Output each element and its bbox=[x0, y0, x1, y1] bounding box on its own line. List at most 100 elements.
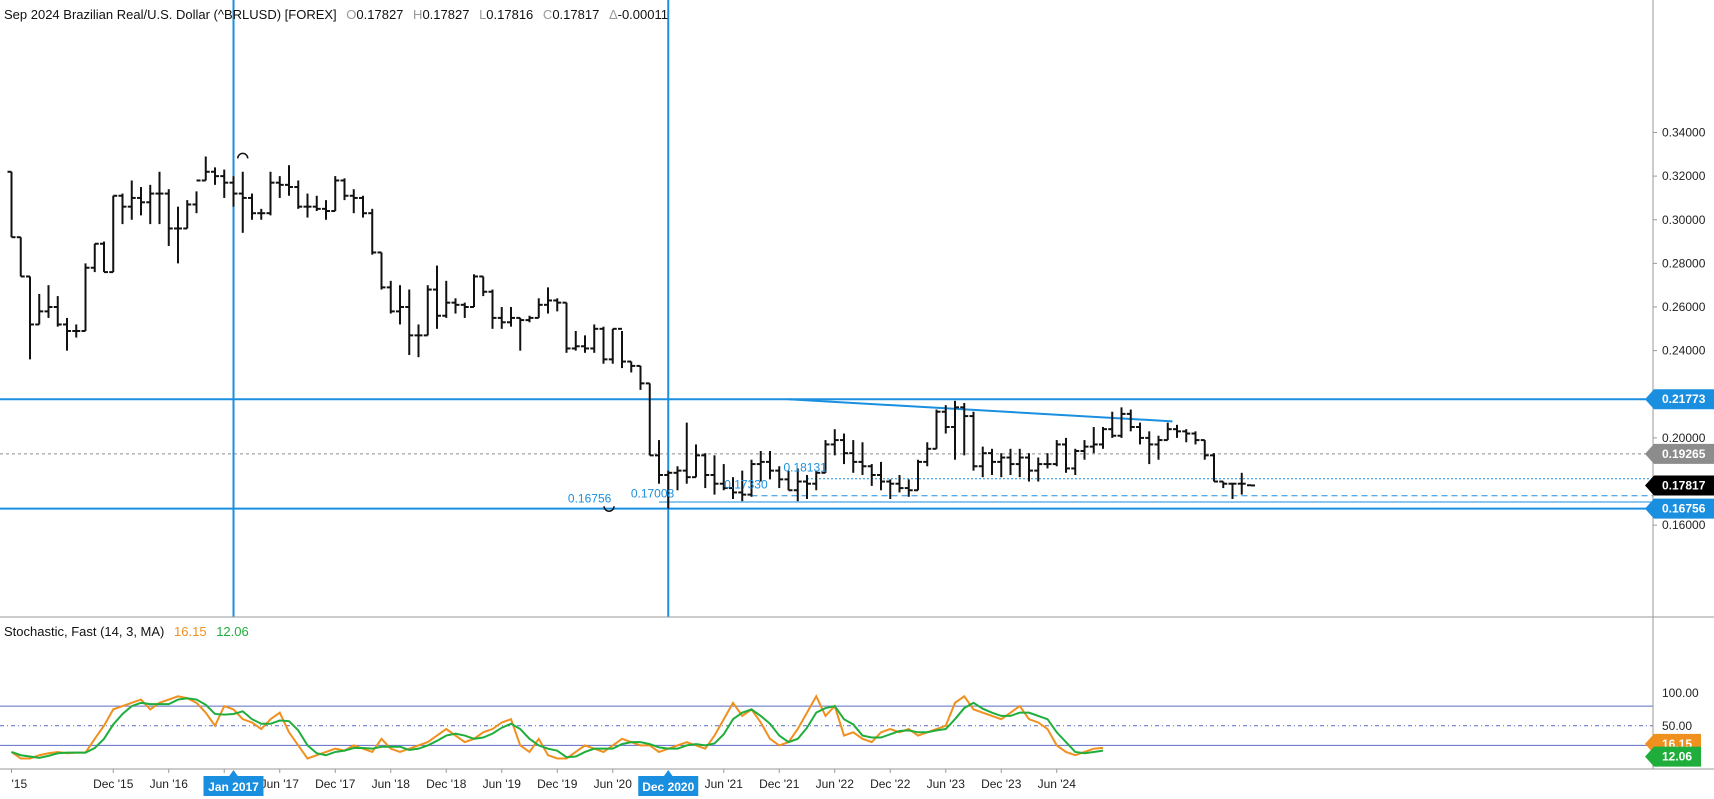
time-tick-label: Dec '22 bbox=[870, 777, 911, 791]
ohlc-bar bbox=[1025, 453, 1033, 482]
time-tick-label: Dec '15 bbox=[93, 777, 134, 791]
ohlc-bar bbox=[229, 176, 238, 207]
swing-point-mark bbox=[237, 152, 249, 159]
ohlc-bar bbox=[7, 170, 16, 239]
ohlc-bar bbox=[1173, 424, 1181, 438]
ohlc-bar bbox=[599, 326, 608, 364]
price-tag-box bbox=[1645, 443, 1714, 464]
ohlc-bar bbox=[312, 195, 321, 212]
price-tag-label: 0.17817 bbox=[1662, 479, 1706, 493]
ohlc-bar bbox=[16, 236, 25, 278]
change-value: -0.00011 bbox=[618, 7, 668, 22]
ohlc-bar bbox=[664, 470, 673, 509]
ohlc-bar bbox=[941, 405, 950, 434]
stochastic-d-value: 12.06 bbox=[216, 624, 249, 639]
price-tag: 0.16756 bbox=[1645, 498, 1714, 519]
ohlc-bar bbox=[266, 171, 275, 216]
stochastic-layer bbox=[0, 694, 1653, 760]
stochastic-k-value: 16.15 bbox=[174, 624, 207, 639]
ohlc-bar bbox=[895, 474, 904, 493]
ohlc-bar bbox=[72, 324, 81, 338]
high-value: 0.17827 bbox=[422, 7, 469, 22]
level-annotation-label: 0.17330 bbox=[724, 478, 768, 492]
ohlc-bar bbox=[285, 165, 293, 196]
time-tick-label: Dec '19 bbox=[537, 777, 578, 791]
ohlc-bar bbox=[923, 442, 932, 467]
close-label: C bbox=[543, 7, 552, 22]
price-tag-label: 0.21773 bbox=[1662, 392, 1706, 406]
time-tick-label: Jun '21 bbox=[705, 777, 744, 791]
ohlc-bar bbox=[127, 180, 136, 220]
ohlc-bar bbox=[44, 285, 53, 318]
ohlc-bar bbox=[886, 479, 895, 499]
ohlc-bar bbox=[645, 382, 654, 457]
ohlc-bar bbox=[174, 206, 182, 264]
ohlc-bar bbox=[211, 167, 219, 185]
ohlc-bar bbox=[608, 327, 617, 364]
ohlc-bar bbox=[534, 298, 543, 319]
low-label: L bbox=[479, 7, 486, 22]
close-value: 0.17817 bbox=[552, 7, 599, 22]
price-tag-label: 0.19265 bbox=[1662, 447, 1706, 461]
price-tag-box bbox=[1645, 475, 1714, 496]
ohlc-bar bbox=[701, 453, 710, 489]
ohlc-bar bbox=[636, 364, 645, 390]
time-tick-label: Jun '20 bbox=[594, 777, 633, 791]
time-tick-label: Jun '24 bbox=[1038, 777, 1077, 791]
ohlc-bar bbox=[192, 179, 201, 214]
ohlc-bar bbox=[368, 208, 377, 255]
ohlc-bar bbox=[692, 444, 700, 479]
ohlc-bar bbox=[729, 477, 737, 499]
ohlc-bar bbox=[1228, 482, 1237, 499]
price-tag-box bbox=[1645, 389, 1714, 410]
time-tick-label: Dec '23 bbox=[981, 777, 1022, 791]
ohlc-bar bbox=[1200, 439, 1209, 460]
stochastic-k-line bbox=[10, 694, 1104, 760]
ohlc-bar bbox=[997, 453, 1006, 478]
price-tick-label: 0.28000 bbox=[1662, 256, 1706, 270]
ohlc-bar bbox=[627, 360, 636, 373]
ohlc-bar bbox=[26, 275, 34, 360]
ohlc-bar bbox=[90, 242, 99, 273]
level-lines-layer bbox=[0, 0, 1653, 617]
ohlc-bar bbox=[1219, 480, 1228, 489]
ohlc-bar bbox=[1006, 448, 1015, 475]
ohlc-bar bbox=[433, 265, 441, 329]
ohlc-bar bbox=[100, 241, 108, 274]
price-tag-label: 0.16756 bbox=[1662, 502, 1706, 516]
ohlc-bar bbox=[53, 296, 62, 327]
ohlc-bar bbox=[396, 285, 404, 325]
ohlc-bar bbox=[35, 293, 44, 326]
ohlc-bar bbox=[1043, 453, 1052, 469]
price-tick-label: 0.26000 bbox=[1662, 300, 1706, 314]
ohlc-bar bbox=[525, 315, 534, 323]
time-highlight-box bbox=[638, 776, 699, 796]
level-annotation-label: 0.16756 bbox=[568, 491, 612, 505]
high-label: H bbox=[413, 7, 422, 22]
ohlc-bar bbox=[1052, 440, 1061, 467]
time-highlight-tag: Dec 2020 bbox=[638, 770, 699, 796]
ohlc-bar bbox=[340, 178, 349, 201]
stochastic-tag-label: 12.06 bbox=[1662, 750, 1692, 764]
ohlc-bar bbox=[81, 263, 90, 333]
ohlc-bar bbox=[1210, 453, 1218, 483]
ohlc-bar bbox=[1117, 407, 1126, 438]
ohlc-bar bbox=[303, 193, 312, 218]
ohlc-bar bbox=[747, 459, 756, 497]
ohlc-bar bbox=[766, 450, 774, 480]
ohlc-bar bbox=[710, 455, 719, 495]
ohlc-bar bbox=[756, 450, 765, 482]
ohlc-bar bbox=[322, 200, 330, 220]
ohlc-bar bbox=[960, 402, 969, 456]
ohlc-bar bbox=[155, 171, 164, 225]
ohlc-bar bbox=[618, 327, 626, 369]
ohlc-bar bbox=[793, 468, 802, 502]
ohlc-bar bbox=[1108, 411, 1117, 438]
ohlc-bar bbox=[840, 433, 848, 465]
ohlc-bar bbox=[516, 316, 525, 351]
ohlc-bar bbox=[451, 298, 460, 314]
time-tick-label: '15 bbox=[12, 777, 28, 791]
